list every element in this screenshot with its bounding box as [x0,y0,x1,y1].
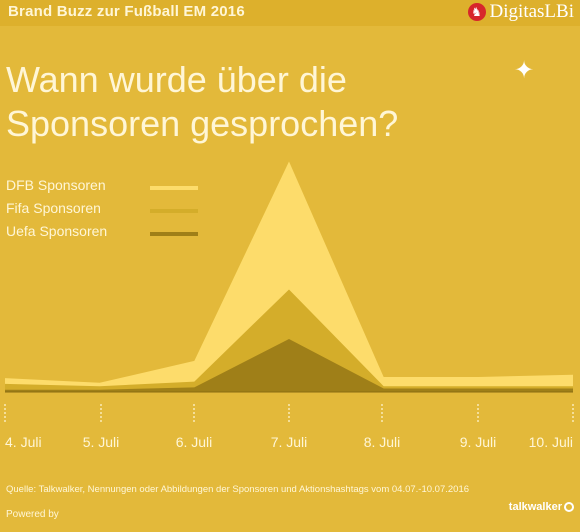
page-title: Brand Buzz zur Fußball EM 2016 [8,3,245,20]
x-axis-labels: 4. Juli 5. Juli 6. Juli 7. Juli 8. Juli 9. Ju… [5,434,573,450]
area-chart: 4. Juli 5. Juli 6. Juli 7. Juli 8. Juli 9. Ju… [4,161,574,450]
legend-item-uefa: Uefa Sponsoren [6,223,206,246]
area-uefa-sponsoren [5,338,573,392]
header-bar: Brand Buzz zur Fußball EM 2016 ♞ Digitas… [0,0,580,26]
headline-line-1: Wann wurde über die [6,59,347,100]
legend-item-dfb: DFB Sponsoren [6,177,206,200]
legend-label-dfb: DFB Sponsoren [6,177,106,193]
legend-label-uefa: Uefa Sponsoren [6,223,108,239]
legend-swatch-dfb [150,186,198,190]
x-tick-label: 4. Juli [5,434,42,450]
source-note: Quelle: Talkwalker, Nennungen oder Abbil… [6,484,470,495]
x-axis-ticks [4,404,574,424]
x-tick-label: 8. Juli [364,434,401,450]
logo-text: DigitasLBi [489,1,574,22]
powered-by-label: Powered by [6,509,59,520]
chart-headline: Wann wurde über die Sponsoren gesprochen… [6,58,506,146]
x-tick-label: 5. Juli [83,434,120,450]
legend-swatch-fifa [150,209,198,213]
sparkle-icon: ✦ [514,57,535,84]
talkwalker-logo-text: talkwalker [508,501,562,513]
headline-line-2: Sponsoren gesprochen? [6,103,399,144]
talkwalker-mark-icon [564,502,574,512]
digitaslbi-logo[interactable]: ♞ DigitasLBi [467,1,574,23]
area-series-group [5,161,573,393]
talkwalker-logo[interactable]: talkwalker [509,501,574,513]
horse-icon: ♞ [467,3,486,21]
legend-swatch-uefa [150,232,198,236]
x-tick-label: 9. Juli [460,434,497,450]
area-dfb-sponsoren [5,161,573,392]
legend-label-fifa: Fifa Sponsoren [6,200,101,216]
legend-item-fifa: Fifa Sponsoren [6,200,206,223]
x-tick-label: 7. Juli [271,434,308,450]
chart-legend: DFB Sponsoren Fifa Sponsoren Uefa Sponso… [6,177,206,246]
x-tick-label: 6. Juli [176,434,213,450]
x-tick-label: 10. Juli [529,434,573,450]
